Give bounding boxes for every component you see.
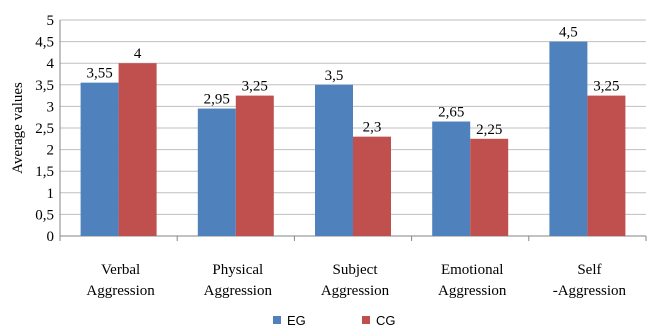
x-category-label: Aggression xyxy=(321,283,390,299)
y-tick-label: 4 xyxy=(47,56,55,72)
y-axis-title: Average values xyxy=(10,82,26,174)
y-tick-label: 1,5 xyxy=(35,164,54,180)
data-label: 3,5 xyxy=(325,68,344,84)
y-tick-label: 2 xyxy=(47,143,55,159)
bar-cg xyxy=(587,95,626,236)
data-label: 4,5 xyxy=(559,25,578,41)
bar-eg xyxy=(80,82,119,236)
y-tick-label: 3 xyxy=(47,99,55,115)
x-category-label: Physical xyxy=(212,262,263,278)
x-category-label: Emotional xyxy=(441,262,504,278)
y-tick-label: 0 xyxy=(47,229,55,245)
bar-cg xyxy=(235,95,274,236)
data-label: 3,25 xyxy=(242,79,268,95)
bar-cg xyxy=(118,63,157,237)
y-tick-label: 5 xyxy=(47,13,55,29)
legend-label-eg: EG xyxy=(287,313,306,328)
data-label: 3,25 xyxy=(593,79,619,95)
x-category-label: Self xyxy=(577,262,601,278)
bar-cg xyxy=(470,138,509,236)
x-category-label: Aggression xyxy=(86,283,155,299)
bar-cg xyxy=(353,136,391,236)
y-tick-label: 1 xyxy=(47,186,55,202)
y-tick-label: 3,5 xyxy=(35,78,54,94)
x-category-label: -Aggression xyxy=(553,283,627,299)
bar-eg xyxy=(197,108,236,236)
bar-eg xyxy=(549,41,588,236)
y-tick-label: 0,5 xyxy=(35,207,54,223)
x-category-label: Verbal xyxy=(101,262,140,278)
data-label: 2,65 xyxy=(438,105,464,121)
bar-eg xyxy=(432,121,471,236)
legend-swatch-cg xyxy=(362,316,370,324)
data-label: 3,55 xyxy=(86,66,112,82)
legend-swatch-eg xyxy=(273,316,281,324)
data-label: 2,95 xyxy=(204,92,230,108)
data-label: 2,3 xyxy=(363,120,382,136)
data-label: 4 xyxy=(134,46,142,62)
data-label: 2,25 xyxy=(476,122,502,138)
y-tick-label: 2,5 xyxy=(35,121,54,137)
legend-label-cg: CG xyxy=(376,313,396,328)
x-category-label: Subject xyxy=(333,262,379,278)
y-tick-label: 4,5 xyxy=(35,35,54,51)
x-category-label: Aggression xyxy=(204,283,273,299)
bar-eg xyxy=(315,84,353,236)
x-category-label: Aggression xyxy=(438,283,507,299)
